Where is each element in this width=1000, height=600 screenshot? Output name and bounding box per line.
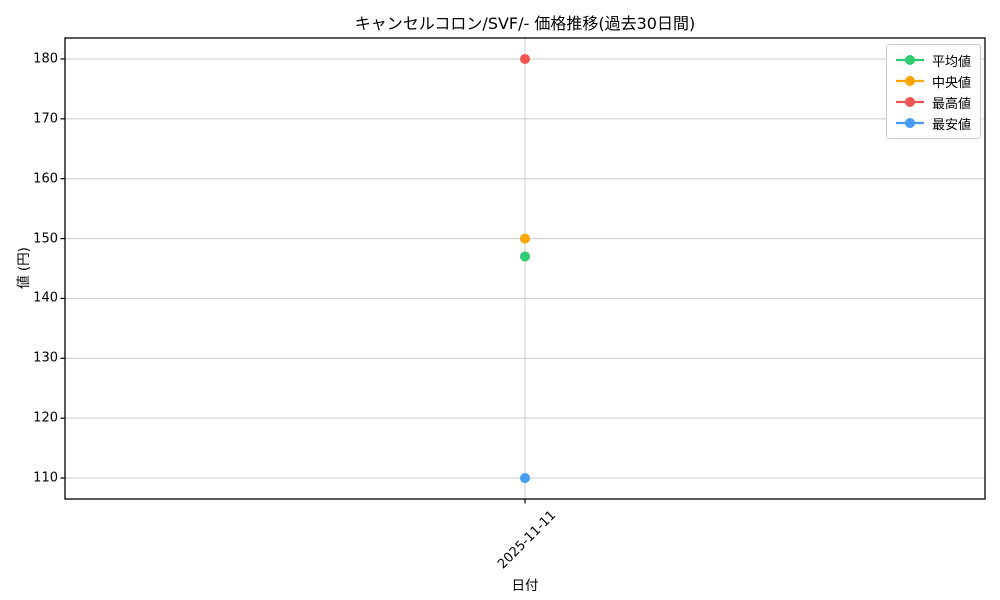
- y-tick-label: 140: [33, 290, 58, 306]
- data-point-平均値: [520, 251, 530, 262]
- y-axis-label: 値 (円): [16, 247, 32, 289]
- y-tick-label: 150: [33, 231, 58, 247]
- y-tick-label: 170: [33, 111, 58, 127]
- chart-title: キャンセルコロン/SVF/- 価格推移(過去30日間): [354, 14, 696, 33]
- legend-marker-icon: [895, 97, 924, 107]
- legend-label: 最安値: [931, 117, 971, 133]
- legend-label: 平均値: [931, 54, 971, 70]
- y-tick-label: 120: [33, 410, 58, 426]
- data-point-最安値: [520, 473, 530, 484]
- legend-item: 最安値: [894, 113, 971, 133]
- y-tick-label: 160: [33, 171, 58, 187]
- y-tick-label: 130: [33, 350, 58, 366]
- y-tick-label: 180: [33, 51, 58, 67]
- legend-item: 最高値: [894, 92, 971, 112]
- legend-marker-icon: [895, 118, 924, 128]
- legend-item: 平均値: [894, 50, 971, 70]
- legend-label: 最高値: [931, 96, 971, 112]
- x-axis-label: 日付: [511, 578, 539, 594]
- legend-marker-icon: [895, 55, 924, 65]
- data-point-中央値: [520, 233, 530, 244]
- legend-marker-icon: [895, 76, 924, 86]
- legend-item: 中央値: [894, 71, 971, 91]
- legend-label: 中央値: [931, 75, 971, 91]
- data-point-最高値: [520, 53, 530, 64]
- legend: 平均値中央値最高値最安値: [885, 44, 981, 139]
- y-tick-label: 110: [33, 470, 58, 486]
